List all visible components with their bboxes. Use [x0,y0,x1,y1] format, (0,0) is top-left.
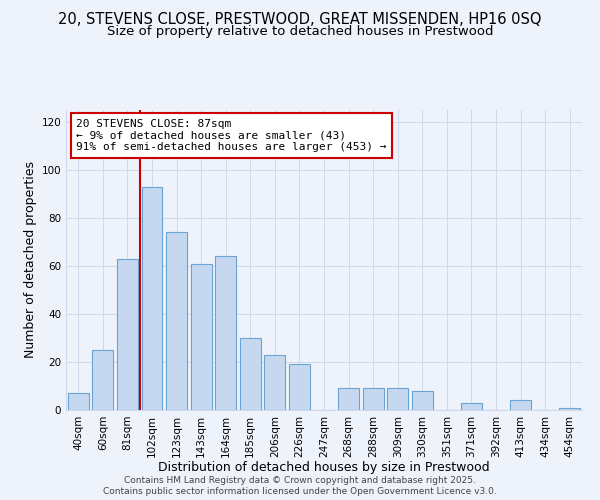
Bar [362,388,383,410]
Text: 20 STEVENS CLOSE: 87sqm
← 9% of detached houses are smaller (43)
91% of semi-det: 20 STEVENS CLOSE: 87sqm ← 9% of detached… [76,119,387,152]
Bar [166,232,187,410]
Bar [412,391,433,410]
Bar [265,355,286,410]
Bar [68,393,89,410]
Bar [289,364,310,410]
Bar [191,264,212,410]
Bar [117,259,138,410]
Y-axis label: Number of detached properties: Number of detached properties [24,162,37,358]
Bar [387,388,408,410]
Text: Contains HM Land Registry data © Crown copyright and database right 2025.: Contains HM Land Registry data © Crown c… [124,476,476,485]
Bar [338,388,359,410]
Text: Contains public sector information licensed under the Open Government Licence v3: Contains public sector information licen… [103,488,497,496]
Bar [559,408,580,410]
Text: Size of property relative to detached houses in Prestwood: Size of property relative to detached ho… [107,25,493,38]
Bar [92,350,113,410]
Text: 20, STEVENS CLOSE, PRESTWOOD, GREAT MISSENDEN, HP16 0SQ: 20, STEVENS CLOSE, PRESTWOOD, GREAT MISS… [58,12,542,28]
Bar [240,338,261,410]
Bar [215,256,236,410]
Bar [461,403,482,410]
Bar [142,187,163,410]
X-axis label: Distribution of detached houses by size in Prestwood: Distribution of detached houses by size … [158,461,490,474]
Bar [510,400,531,410]
